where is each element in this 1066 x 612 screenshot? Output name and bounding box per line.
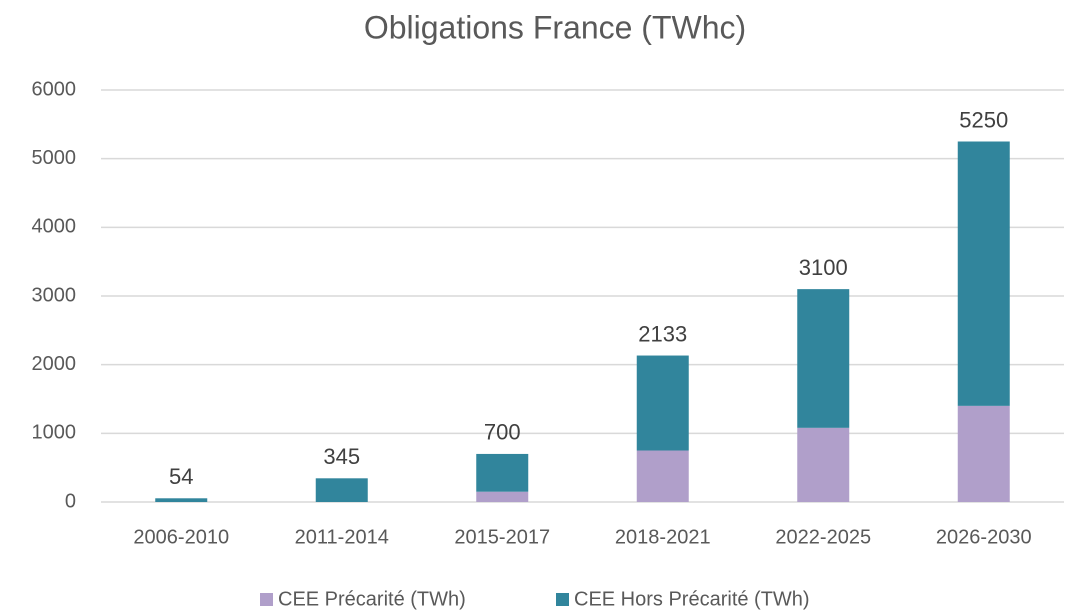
x-tick-label: 2015-2017 bbox=[454, 526, 550, 548]
bar-segment bbox=[155, 498, 208, 502]
legend-label: CEE Précarité (TWh) bbox=[278, 588, 466, 610]
bar-segment bbox=[476, 491, 529, 502]
total-label: 700 bbox=[484, 420, 521, 445]
legend-label: CEE Hors Précarité (TWh) bbox=[574, 588, 810, 610]
total-label: 54 bbox=[169, 464, 193, 489]
x-tick-label: 2011-2014 bbox=[295, 526, 389, 548]
total-label: 5250 bbox=[959, 107, 1008, 132]
x-tick-label: 2006-2010 bbox=[133, 526, 229, 548]
bar-segment bbox=[797, 289, 850, 428]
y-tick-label: 5000 bbox=[32, 147, 77, 169]
bar-segment bbox=[315, 478, 368, 502]
bar-segment bbox=[636, 450, 689, 502]
y-tick-label: 1000 bbox=[32, 422, 77, 444]
x-tick-label: 2018-2021 bbox=[615, 526, 711, 548]
y-tick-label: 3000 bbox=[32, 284, 77, 306]
total-label: 2133 bbox=[638, 321, 687, 346]
bar-segment bbox=[797, 427, 850, 502]
legend-swatch bbox=[556, 593, 569, 606]
y-tick-label: 4000 bbox=[32, 216, 77, 238]
total-label: 345 bbox=[323, 444, 360, 469]
bar-segment bbox=[957, 405, 1010, 502]
legend-swatch bbox=[260, 593, 273, 606]
bar-segment bbox=[636, 355, 689, 451]
x-tick-label: 2026-2030 bbox=[936, 526, 1032, 548]
x-tick-label: 2022-2025 bbox=[775, 526, 871, 548]
bar-segment bbox=[957, 141, 1010, 406]
y-tick-label: 2000 bbox=[32, 353, 77, 375]
y-tick-label: 6000 bbox=[32, 78, 77, 100]
total-label: 3100 bbox=[799, 255, 848, 280]
y-tick-label: 0 bbox=[65, 490, 76, 512]
bar-segment bbox=[476, 453, 529, 492]
chart-title: Obligations France (TWhc) bbox=[364, 9, 746, 45]
